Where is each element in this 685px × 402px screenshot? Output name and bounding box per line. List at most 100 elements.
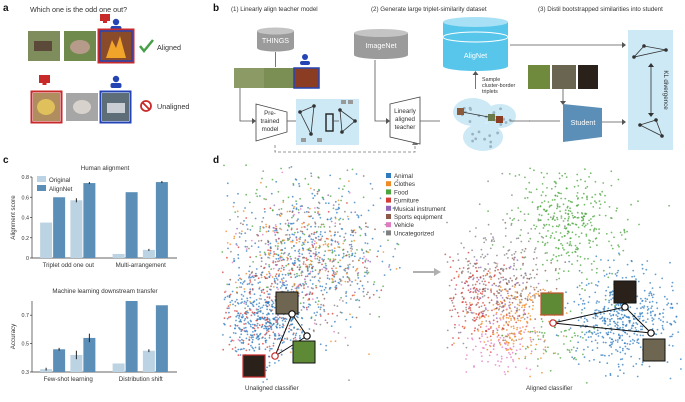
embedding-point	[292, 215, 295, 217]
embedding-point	[483, 304, 486, 307]
embedding-point	[325, 283, 328, 285]
embedding-point	[510, 224, 513, 226]
embedding-point	[260, 291, 263, 293]
embedding-point	[634, 326, 637, 329]
sample-thumb	[488, 114, 495, 121]
embedding-point	[250, 344, 252, 347]
embedding-point	[281, 273, 284, 276]
embedding-point	[362, 196, 365, 199]
embedding-point	[621, 334, 624, 337]
cluster-point	[496, 131, 500, 135]
embedding-point	[594, 339, 597, 342]
embedding-point	[310, 316, 313, 319]
embedding-point	[295, 287, 298, 290]
embedding-point	[334, 233, 336, 236]
embedding-point	[264, 301, 267, 304]
embedding-point	[297, 209, 300, 211]
embedding-point	[238, 315, 241, 317]
embedding-point	[518, 299, 521, 301]
embedding-point	[237, 279, 240, 281]
embedding-point	[613, 320, 615, 323]
embedding-point	[651, 287, 654, 289]
embedding-point	[494, 266, 497, 269]
embedding-point	[307, 211, 310, 214]
embedding-point	[371, 237, 374, 240]
embedding-point	[544, 269, 547, 272]
embedding-point	[272, 261, 275, 264]
embedding-point	[541, 371, 543, 374]
embedding-point	[343, 236, 346, 239]
embedding-point	[490, 289, 492, 292]
embedding-point	[279, 215, 282, 217]
embedding-point	[562, 247, 564, 249]
embedding-point	[359, 234, 362, 237]
embedding-point	[239, 222, 242, 225]
embedding-point	[551, 258, 554, 260]
embedding-point	[287, 224, 289, 227]
embedding-point	[608, 206, 611, 208]
linear-transform-box	[325, 113, 334, 132]
embedding-point	[382, 231, 385, 233]
embedding-point	[291, 204, 294, 207]
embedding-point	[565, 176, 568, 179]
embedding-point	[542, 334, 545, 337]
embedding-point	[286, 284, 288, 286]
embedding-point	[616, 310, 618, 313]
embedding-point	[572, 346, 575, 349]
embedding-point	[301, 271, 304, 273]
flame-shape	[106, 36, 126, 58]
embedding-point	[296, 285, 299, 288]
embedding-point	[574, 244, 577, 247]
embedding-point	[576, 248, 579, 251]
embedding-point	[615, 314, 618, 316]
embedding-point	[641, 263, 644, 266]
embedding-point	[540, 235, 543, 238]
embedding-point	[485, 308, 487, 311]
embedding-point	[307, 241, 309, 244]
embedding-point	[335, 208, 337, 211]
embedding-point	[303, 221, 305, 224]
embedding-point	[338, 203, 340, 206]
embedding-point	[324, 262, 327, 265]
embedding-point	[315, 286, 318, 289]
embedding-point	[305, 257, 308, 260]
embedding-point	[266, 346, 269, 348]
embedding-point	[270, 285, 272, 288]
embedding-point	[283, 341, 285, 343]
embedding-point	[249, 256, 252, 259]
embedding-point	[365, 250, 368, 253]
embedding-point	[295, 236, 298, 239]
embedding-point	[526, 296, 529, 298]
embedding-point	[590, 336, 592, 338]
embedding-point	[296, 239, 298, 241]
embedding-point	[266, 325, 269, 328]
embedding-point	[233, 237, 236, 240]
embedding-point	[604, 320, 606, 322]
embedding-point	[536, 365, 539, 367]
sample-note-1: Sample	[482, 77, 500, 83]
embedding-point	[287, 257, 289, 260]
embedding-point	[508, 301, 511, 304]
embedding-point	[514, 352, 517, 355]
embedding-point	[512, 297, 515, 300]
embedding-point	[518, 304, 521, 307]
embedding-point	[549, 369, 552, 372]
embedding-point	[568, 216, 570, 218]
embedding-point	[279, 287, 282, 289]
embedding-point	[504, 227, 507, 230]
embedding-point	[532, 258, 535, 260]
mini-icon	[341, 100, 346, 104]
embedding-point	[315, 323, 318, 326]
embedding-point	[259, 195, 261, 197]
embedding-point	[232, 339, 235, 342]
embedding-point	[520, 295, 522, 298]
embedding-point	[270, 299, 273, 302]
embedding-point	[451, 309, 454, 312]
embedding-point	[318, 251, 320, 254]
embedding-point	[288, 234, 291, 236]
embedding-point	[257, 277, 260, 280]
embedding-point	[242, 223, 244, 226]
embedding-point	[453, 277, 456, 279]
embedding-point	[272, 312, 274, 315]
embedding-point	[262, 170, 265, 173]
